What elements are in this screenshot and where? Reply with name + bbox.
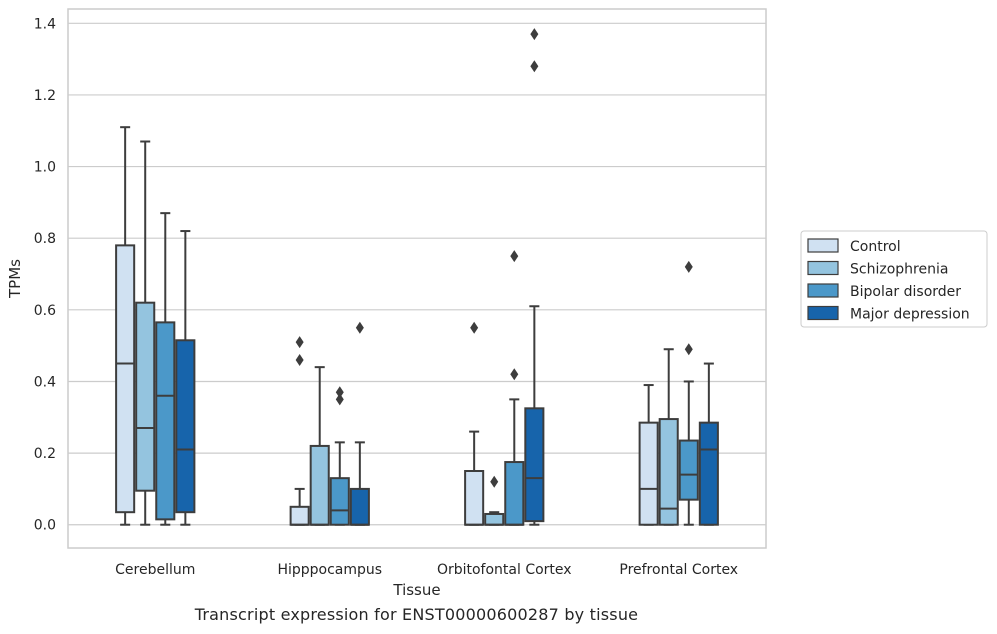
y-tick-label: 0.4 — [34, 374, 56, 390]
iqr-box — [329, 477, 350, 526]
iqr-box — [504, 461, 525, 526]
iqr-box — [484, 512, 505, 526]
outlier-marker — [470, 321, 479, 334]
legend: Control Schizophrenia Bipolar disorder Majo… — [800, 230, 988, 328]
legend-frame — [800, 230, 988, 328]
y-tick-label: 1.2 — [34, 88, 56, 104]
iqr-box — [464, 470, 485, 526]
y-tick-label: 0.6 — [34, 303, 56, 319]
iqr-box — [175, 339, 196, 514]
axis-ticks: 0.0 0.2 0.4 0.6 0.8 1.0 1.2 1.4 Cerebellum Hipppo… — [34, 16, 738, 578]
iqr-box — [135, 301, 156, 492]
y-tick-label: 0.0 — [34, 518, 56, 534]
y-tick-label: 0.2 — [34, 446, 56, 462]
legend-label: Major depression — [850, 307, 970, 323]
legend-label: Schizophrenia — [850, 262, 948, 278]
outlier-marker — [510, 250, 519, 263]
x-tick-label: Prefrontal Cortex — [619, 562, 738, 578]
box-major-depression — [349, 321, 370, 526]
box-bipolar-disorder — [329, 386, 350, 526]
box-bipolar-disorder — [504, 250, 525, 526]
iqr-box — [155, 321, 176, 521]
iqr-box — [638, 421, 659, 526]
box-schizophrenia — [484, 475, 505, 526]
box-plot-series — [115, 28, 719, 526]
legend-swatch — [807, 238, 839, 253]
legend-swatch — [807, 283, 839, 298]
y-tick-label: 1.4 — [34, 16, 56, 32]
outlier-marker — [295, 353, 304, 366]
x-tick-label: Cerebellum — [115, 562, 195, 578]
iqr-box — [698, 421, 719, 526]
outlier-marker — [355, 321, 364, 334]
outlier-marker — [335, 386, 344, 399]
y-tick-label: 1.0 — [34, 160, 56, 176]
box-major-depression — [175, 230, 196, 526]
outlier-marker — [510, 368, 519, 381]
x-tick-label: Hipppocampus — [277, 562, 382, 578]
legend-swatch — [807, 305, 839, 321]
outlier-marker — [530, 28, 539, 41]
box-control — [115, 126, 136, 526]
outlier-marker — [530, 60, 539, 73]
chart-caption: Transcript expression for ENST0000060028… — [194, 605, 639, 624]
y-tick-label: 0.8 — [34, 231, 56, 247]
box-schizophrenia — [309, 366, 330, 526]
box-bipolar-disorder — [678, 260, 699, 526]
iqr-box — [309, 444, 330, 526]
legend-label: Bipolar disorder — [850, 284, 961, 300]
y-axis-label: TPMs — [6, 259, 24, 299]
box-plot-chart: 0.0 0.2 0.4 0.6 0.8 1.0 1.2 1.4 Cerebellum Hipppo… — [6, 8, 988, 599]
iqr-box — [658, 418, 679, 526]
outlier-marker — [684, 343, 693, 356]
plot-frame — [67, 8, 767, 549]
x-tick-label: Orbitofontal Cortex — [437, 562, 572, 578]
legend-swatch — [807, 260, 839, 276]
box-major-depression — [524, 28, 545, 526]
iqr-box — [115, 244, 136, 514]
box-schizophrenia — [135, 140, 156, 526]
legend-label: Control — [850, 239, 901, 255]
x-axis-label: Tissue — [392, 581, 440, 599]
iqr-box — [524, 407, 545, 523]
box-bipolar-disorder — [155, 212, 176, 526]
outlier-marker — [295, 336, 304, 349]
outlier-marker — [684, 260, 693, 273]
iqr-box — [678, 439, 699, 501]
outlier-marker — [490, 475, 499, 488]
iqr-box — [349, 487, 370, 526]
box-control — [289, 336, 310, 526]
iqr-box — [289, 505, 310, 526]
box-control — [464, 321, 485, 526]
box-control — [638, 384, 659, 526]
box-major-depression — [698, 362, 719, 526]
box-schizophrenia — [658, 348, 679, 526]
outlier-marker — [335, 393, 344, 406]
